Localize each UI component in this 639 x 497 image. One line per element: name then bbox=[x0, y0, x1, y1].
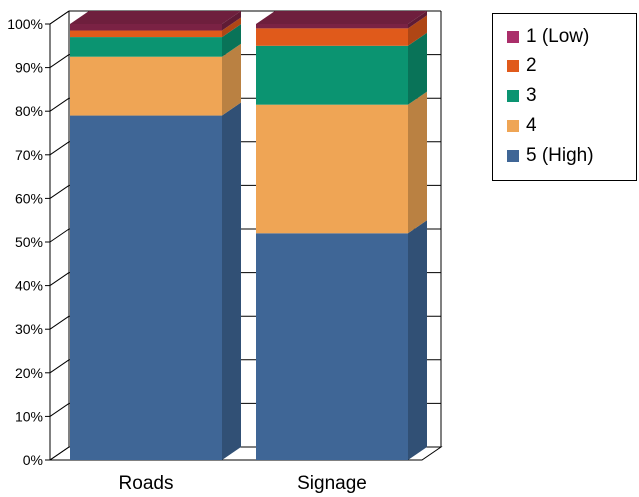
bar-segment-front bbox=[70, 37, 222, 57]
bar-top-face bbox=[70, 11, 241, 24]
chart-bars bbox=[70, 11, 427, 460]
bar-top-face bbox=[256, 11, 427, 24]
gridline-side bbox=[49, 228, 70, 243]
bar-segment-front bbox=[70, 30, 222, 38]
legend-item: 5 (High) bbox=[507, 144, 594, 168]
bar-segment-side bbox=[408, 32, 427, 105]
legend-swatch bbox=[507, 90, 519, 102]
legend-item: 3 bbox=[507, 84, 537, 108]
bar-segment-front bbox=[70, 24, 222, 31]
bar-segment bbox=[256, 15, 427, 46]
y-tick-label: 90% bbox=[15, 60, 43, 76]
gridline-side bbox=[49, 10, 70, 25]
gridline-side bbox=[49, 97, 70, 112]
legend-swatch bbox=[507, 31, 519, 43]
bar-segment-side bbox=[222, 43, 241, 116]
bar-segment bbox=[70, 43, 241, 116]
legend-swatch bbox=[507, 60, 519, 72]
bar-segment-side bbox=[408, 11, 427, 29]
bar-segment-side bbox=[222, 17, 241, 38]
y-tick-label: 30% bbox=[15, 321, 43, 337]
bar-segment bbox=[70, 17, 241, 38]
legend-label: 3 bbox=[526, 85, 537, 106]
legend-item: 4 bbox=[507, 114, 537, 138]
legend-label: 1 (Low) bbox=[526, 26, 590, 47]
bar-segment bbox=[70, 11, 241, 31]
gridline-side bbox=[49, 359, 70, 374]
legend-label: 4 bbox=[526, 115, 537, 136]
bar-segment-front bbox=[256, 45, 408, 105]
x-axis-labels: Roads Signage bbox=[119, 473, 367, 494]
bar-segment bbox=[256, 32, 427, 105]
bar-segment-front bbox=[70, 56, 222, 116]
gridline-side bbox=[49, 54, 70, 69]
bar-segment bbox=[256, 220, 427, 460]
legend-swatch bbox=[507, 120, 519, 132]
legend-item: 1 (Low) bbox=[507, 25, 589, 49]
y-tick-label: 70% bbox=[15, 147, 43, 163]
y-tick-label: 20% bbox=[15, 365, 43, 381]
y-tick-label: 10% bbox=[15, 408, 43, 424]
y-axis-ticks: 0% 10% 20% 30% 40% 50% 60% 70% 80% 90% 100% bbox=[7, 16, 50, 468]
y-tick-label: 40% bbox=[15, 278, 43, 294]
y-tick-label: 100% bbox=[7, 16, 43, 32]
bar-segment bbox=[256, 91, 427, 234]
bar-segment bbox=[70, 24, 241, 57]
gridline-side bbox=[49, 272, 70, 287]
legend-label: 2 bbox=[526, 55, 537, 76]
bar-segment bbox=[70, 102, 241, 460]
gridline-side bbox=[49, 315, 70, 330]
bar-segment-front bbox=[70, 115, 222, 460]
bar-segment-side bbox=[408, 15, 427, 46]
y-tick-label: 0% bbox=[23, 452, 43, 468]
bar-segment-side bbox=[222, 24, 241, 57]
bar-segment-front bbox=[256, 28, 408, 46]
chart-legend: 1 (Low) 2 3 4 5 (High) bbox=[492, 13, 637, 181]
legend-item: 2 bbox=[507, 54, 537, 78]
bar-segment-side bbox=[408, 91, 427, 234]
bar-segment-side bbox=[222, 11, 241, 31]
gridline-side bbox=[49, 141, 70, 156]
bar-segment bbox=[256, 11, 427, 29]
y-tick-label: 50% bbox=[15, 234, 43, 250]
gridline-side bbox=[49, 402, 70, 417]
bar-segment-front bbox=[256, 233, 408, 460]
bar-segment-front bbox=[256, 104, 408, 234]
legend-label: 5 (High) bbox=[526, 145, 594, 166]
y-tick-label: 80% bbox=[15, 103, 43, 119]
legend-swatch bbox=[507, 150, 519, 162]
bar-segment-front bbox=[256, 24, 408, 29]
gridline-side bbox=[49, 446, 70, 461]
gridline-side bbox=[49, 184, 70, 199]
bar-segment-side bbox=[222, 102, 241, 460]
y-tick-label: 60% bbox=[15, 190, 43, 206]
x-tick-label: Roads bbox=[119, 473, 174, 494]
bar-segment-side bbox=[408, 220, 427, 460]
x-tick-label: Signage bbox=[297, 473, 367, 494]
